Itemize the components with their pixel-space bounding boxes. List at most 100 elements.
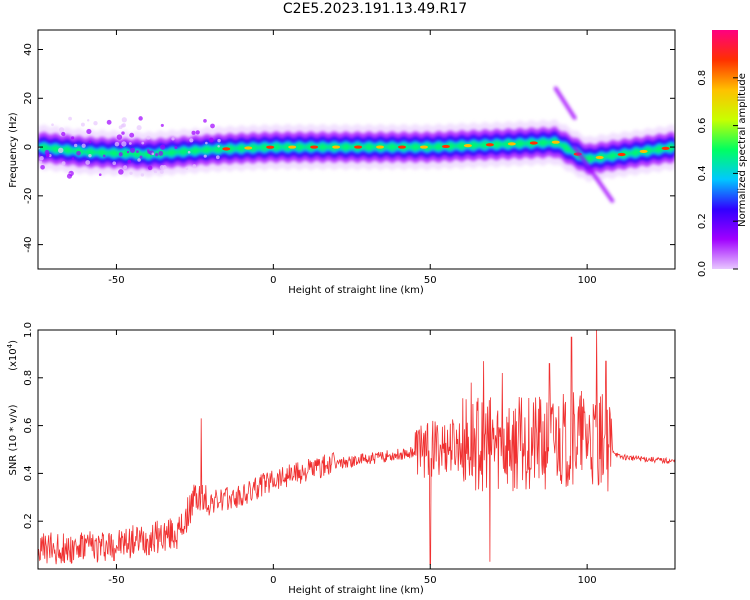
spectrogram-frame — [37, 29, 676, 270]
colorbar-tick-label: 0.4 — [697, 165, 708, 181]
speck — [129, 171, 133, 175]
speck — [136, 125, 142, 131]
ridge-peak — [595, 155, 604, 160]
speck — [71, 157, 75, 160]
y-tick-label: -40 — [23, 236, 34, 252]
colorbar-label: Normalized spectral amplitude — [737, 73, 748, 227]
speck — [121, 131, 125, 135]
speck — [203, 154, 207, 158]
x-tick-label: 0 — [270, 275, 276, 286]
speck — [126, 150, 130, 154]
speck — [146, 135, 151, 140]
ridge-peak — [266, 145, 275, 149]
speck — [116, 134, 123, 140]
speck — [191, 130, 196, 135]
snr-panel: -50 0 50 100 0.2 0.4 0.6 0.8 1.0 Height of strai… — [6, 322, 676, 596]
snr-series-line — [38, 330, 675, 565]
y-tick-label: 0 — [23, 144, 34, 150]
y-tick-label: 20 — [23, 92, 34, 105]
speck — [39, 160, 42, 164]
speck — [58, 147, 64, 154]
speck — [121, 117, 127, 123]
colorbar: 0.0 0.2 0.4 0.6 0.8 Normalized spectral ampl… — [697, 30, 748, 277]
speck — [66, 173, 73, 179]
speck — [129, 147, 136, 153]
side-band — [572, 145, 615, 203]
speck — [137, 158, 141, 162]
snr-frame — [37, 329, 676, 570]
colorbar-tick-label: 0.0 — [697, 261, 708, 277]
speck — [88, 140, 92, 144]
y-tick-label: 1.0 — [23, 322, 34, 338]
ridge-peak — [661, 146, 670, 150]
x-tick-label: 50 — [424, 575, 437, 586]
ridge-peak — [529, 141, 538, 145]
speck — [123, 165, 128, 170]
spectrogram-x-label: Height of straight line (km) — [288, 285, 424, 296]
speck — [87, 119, 90, 122]
speck — [45, 153, 50, 158]
spectrogram-axes: -50 0 50 100 -40 -20 0 20 40 — [23, 30, 675, 286]
speck — [140, 173, 145, 177]
speck — [215, 155, 220, 160]
speck — [139, 155, 143, 159]
speck — [61, 131, 66, 137]
ridge-peak — [507, 142, 516, 146]
ridge-peak — [288, 145, 297, 149]
speck — [146, 149, 150, 152]
speck — [174, 145, 178, 150]
speck — [114, 141, 120, 147]
ridge-peak — [376, 145, 385, 149]
ridge-peak — [551, 140, 560, 144]
speck — [58, 127, 65, 133]
speck — [208, 137, 214, 143]
speck — [187, 150, 191, 154]
speck — [185, 166, 189, 170]
x-tick-label: 100 — [578, 575, 597, 586]
side-band — [553, 86, 577, 120]
speck — [160, 123, 164, 127]
ridge-peak — [419, 145, 428, 149]
speck — [121, 141, 127, 147]
speck — [158, 151, 164, 156]
ridge-peak — [398, 145, 406, 149]
speck — [120, 123, 125, 128]
ridge-peak — [485, 143, 494, 147]
y-tick-label: 0.2 — [23, 513, 34, 529]
speck — [159, 144, 166, 150]
ridge-peak — [310, 145, 319, 149]
x-tick-label: 100 — [578, 275, 597, 286]
speck — [51, 123, 54, 127]
speck — [40, 164, 45, 170]
snr-y-label: SNR (10 * v/v) — [8, 404, 19, 475]
y-tick-label: 40 — [23, 43, 34, 56]
ridge-peak — [244, 146, 253, 150]
snr-multiplier: (x104) — [6, 340, 19, 371]
speck — [151, 152, 155, 156]
speck — [195, 130, 200, 135]
speck — [159, 169, 164, 174]
colorbar-tick-label: 0.8 — [697, 70, 708, 86]
speck — [189, 138, 194, 143]
speck — [73, 143, 78, 148]
colorbar-gradient — [712, 30, 738, 269]
y-tick-label: 0.8 — [23, 370, 34, 386]
y-tick-label: -20 — [23, 188, 34, 204]
speck — [217, 144, 220, 148]
speck — [210, 123, 215, 129]
speck — [86, 128, 92, 135]
spectrogram-y-label: Frequency (Hz) — [8, 112, 19, 188]
speck — [129, 132, 135, 138]
speck — [80, 122, 85, 127]
speck — [88, 153, 92, 158]
ridge-band — [38, 138, 675, 163]
speck — [138, 116, 143, 121]
speck — [102, 154, 106, 158]
speck — [205, 141, 208, 145]
x-tick-label: 0 — [270, 575, 276, 586]
speck — [192, 164, 197, 168]
speck — [61, 161, 66, 166]
speck — [217, 138, 221, 143]
x-tick-label: -50 — [108, 575, 124, 586]
